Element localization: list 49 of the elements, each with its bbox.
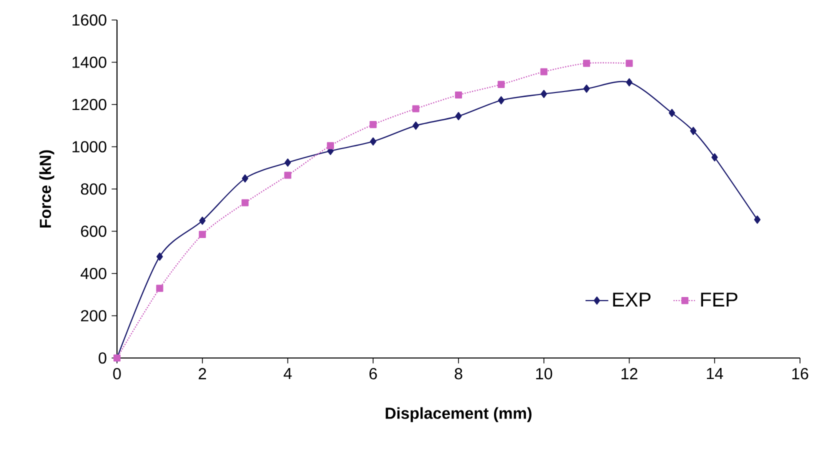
point — [498, 80, 505, 88]
x-tick-label: 14 — [706, 368, 724, 380]
point — [242, 199, 249, 206]
x-tick-label: 2 — [198, 368, 206, 380]
point — [412, 105, 420, 112]
point — [156, 284, 164, 292]
y-tick-label: 1000 — [72, 141, 106, 152]
point — [455, 112, 462, 120]
y-tick-label: 0 — [98, 352, 106, 364]
x-tick-label: 4 — [284, 368, 292, 380]
point — [690, 126, 696, 135]
x-tick-label: 0 — [113, 368, 121, 380]
x-axis-title: Displacement (mm) — [386, 407, 532, 422]
point — [626, 78, 632, 86]
x-tick-label: 6 — [369, 368, 377, 380]
y-axis-title: Force (kN) — [39, 150, 54, 228]
point — [668, 108, 676, 118]
point — [583, 60, 590, 67]
point — [326, 142, 334, 150]
y-tick-label: 400 — [80, 268, 106, 280]
x-tick-label: 10 — [536, 368, 552, 380]
y-tick-label: 600 — [81, 226, 106, 237]
y-tick-label: 1400 — [72, 56, 106, 68]
point — [156, 252, 163, 261]
point — [370, 137, 376, 146]
point — [626, 60, 633, 67]
point — [754, 216, 761, 224]
y-tick-label: 1200 — [72, 98, 106, 110]
point — [498, 96, 504, 104]
y-tick-label: 200 — [81, 310, 106, 322]
x-tick-label: 12 — [622, 368, 638, 380]
point — [454, 91, 462, 99]
point — [199, 216, 206, 225]
point — [711, 153, 718, 162]
x-tick-label: 16 — [792, 368, 808, 380]
legend-label: EXP — [613, 292, 651, 306]
point — [583, 84, 590, 93]
point — [242, 174, 248, 183]
point — [284, 172, 292, 179]
point — [540, 68, 548, 76]
point — [284, 158, 291, 167]
point — [540, 90, 548, 98]
point — [198, 230, 206, 238]
point — [412, 122, 420, 130]
x-tick-label: 8 — [454, 368, 462, 380]
y-tick-label: 1600 — [72, 14, 106, 26]
point — [370, 121, 377, 128]
legend-label: FEP — [701, 292, 738, 306]
y-tick-label: 800 — [80, 183, 106, 195]
